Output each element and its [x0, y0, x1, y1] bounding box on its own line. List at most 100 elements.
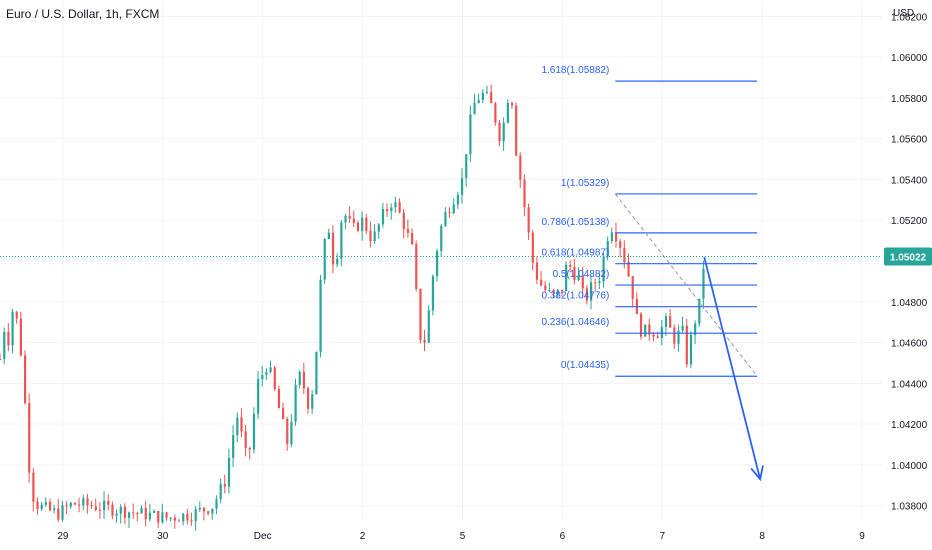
candle-body: [19, 318, 23, 356]
candle-body: [165, 512, 168, 518]
candle-body: [111, 504, 114, 516]
candle-body: [560, 289, 564, 292]
candle-body: [236, 417, 239, 436]
candle-body: [427, 310, 430, 343]
y-tick-label: 1.04200: [891, 420, 928, 431]
candle-body: [311, 394, 314, 409]
candle-body: [169, 517, 172, 519]
candle-body: [136, 512, 139, 514]
candle-body: [415, 244, 418, 289]
fib-trend-line[interactable]: [614, 193, 758, 377]
x-tick-label: 9: [859, 531, 865, 542]
candle-body: [660, 327, 663, 339]
candle-body: [702, 268, 705, 299]
projection-arrow-head[interactable]: [750, 465, 764, 482]
fib-level-label: 0.618(1.04987): [541, 248, 609, 259]
candle-body: [669, 316, 672, 328]
candle-body: [323, 238, 326, 280]
candle-body: [610, 232, 614, 242]
candle-body: [456, 194, 460, 205]
candle-body: [677, 330, 680, 344]
candle-body: [502, 122, 505, 142]
candle-body: [519, 155, 522, 180]
fib-level-label: 0.5(1.04882): [553, 269, 610, 280]
candle-body: [490, 91, 493, 104]
candle-body: [44, 501, 47, 505]
y-tick-label: 1.05800: [891, 94, 928, 105]
candle-body: [48, 501, 52, 510]
x-tick-label: 5: [460, 531, 466, 542]
candle-body: [377, 224, 380, 232]
candle-body: [269, 367, 272, 373]
candle-body: [306, 388, 310, 409]
candle-body: [619, 241, 622, 248]
candle-body: [656, 336, 659, 339]
x-tick-label: 6: [560, 531, 566, 542]
candle-body: [365, 217, 368, 231]
drawing-overlays[interactable]: 1.618(1.05882) 1(1.05329) 0.786(1.05138) 0.…: [541, 65, 764, 482]
candle-body: [581, 275, 584, 289]
candle-body: [373, 231, 376, 242]
candle-body: [94, 506, 97, 510]
candle-body: [207, 511, 210, 514]
candle-body: [3, 331, 6, 360]
projection-arrow-line[interactable]: [703, 256, 762, 480]
y-tick-label: 1.04400: [891, 379, 928, 390]
candle-body: [473, 102, 476, 115]
candle-body: [465, 154, 468, 179]
chart-title: Euro / U.S. Dollar, 1h, FXCM: [6, 7, 160, 21]
fib-level-label: 0.236(1.04646): [541, 317, 609, 328]
candle-body: [390, 207, 393, 212]
candle-body: [411, 232, 414, 245]
candle-body: [227, 457, 231, 487]
candle-body: [394, 202, 397, 208]
candle-body: [419, 288, 422, 340]
candle-body: [565, 264, 568, 292]
candle-body: [431, 276, 435, 311]
candle-body: [186, 513, 189, 521]
y-tick-label: 1.05200: [891, 216, 928, 227]
candle-body: [7, 331, 10, 346]
fib-level-label: 1.618(1.05882): [541, 65, 609, 76]
fib-level-label: 0.786(1.05138): [541, 217, 609, 228]
candle-body: [460, 178, 464, 195]
candle-body: [194, 509, 197, 522]
candle-body: [485, 91, 489, 93]
y-tick-label: 1.03800: [891, 502, 928, 513]
candles: [0, 84, 705, 531]
candle-body: [302, 371, 306, 389]
y-tick-label: 1.04600: [891, 339, 928, 350]
candle-body: [277, 389, 281, 409]
candle-body: [540, 279, 543, 286]
candle-body: [510, 102, 514, 106]
x-axis[interactable]: 29 30 Dec 2 5 6 7 8 9: [57, 531, 865, 542]
candle-body: [232, 435, 235, 458]
candle-body: [573, 266, 576, 281]
candle-body: [585, 288, 589, 301]
candle-body: [252, 413, 256, 450]
x-tick-label: 2: [360, 531, 366, 542]
candle-body: [152, 510, 156, 513]
candle-body: [664, 316, 668, 328]
y-axis[interactable]: 1.03800 1.04000 1.04200 1.04400 1.04600 1.048…: [884, 12, 932, 513]
candle-body: [352, 218, 355, 223]
x-tick-label: 8: [759, 531, 765, 542]
candle-body: [369, 230, 372, 242]
candle-body: [515, 105, 518, 156]
candle-body: [69, 502, 72, 507]
candle-body: [182, 513, 185, 522]
candle-body: [15, 311, 18, 319]
candle-body: [28, 402, 31, 473]
candle-body: [157, 510, 160, 523]
candle-body: [140, 508, 143, 514]
x-tick-label: Dec: [254, 531, 272, 542]
y-tick-label: 1.06000: [891, 53, 928, 64]
candle-body: [694, 323, 697, 335]
candle-body: [602, 256, 605, 282]
candle-body: [494, 103, 497, 123]
candle-body: [631, 276, 634, 299]
candle-body: [340, 222, 343, 259]
candle-body: [386, 209, 389, 212]
candle-body: [0, 358, 2, 360]
